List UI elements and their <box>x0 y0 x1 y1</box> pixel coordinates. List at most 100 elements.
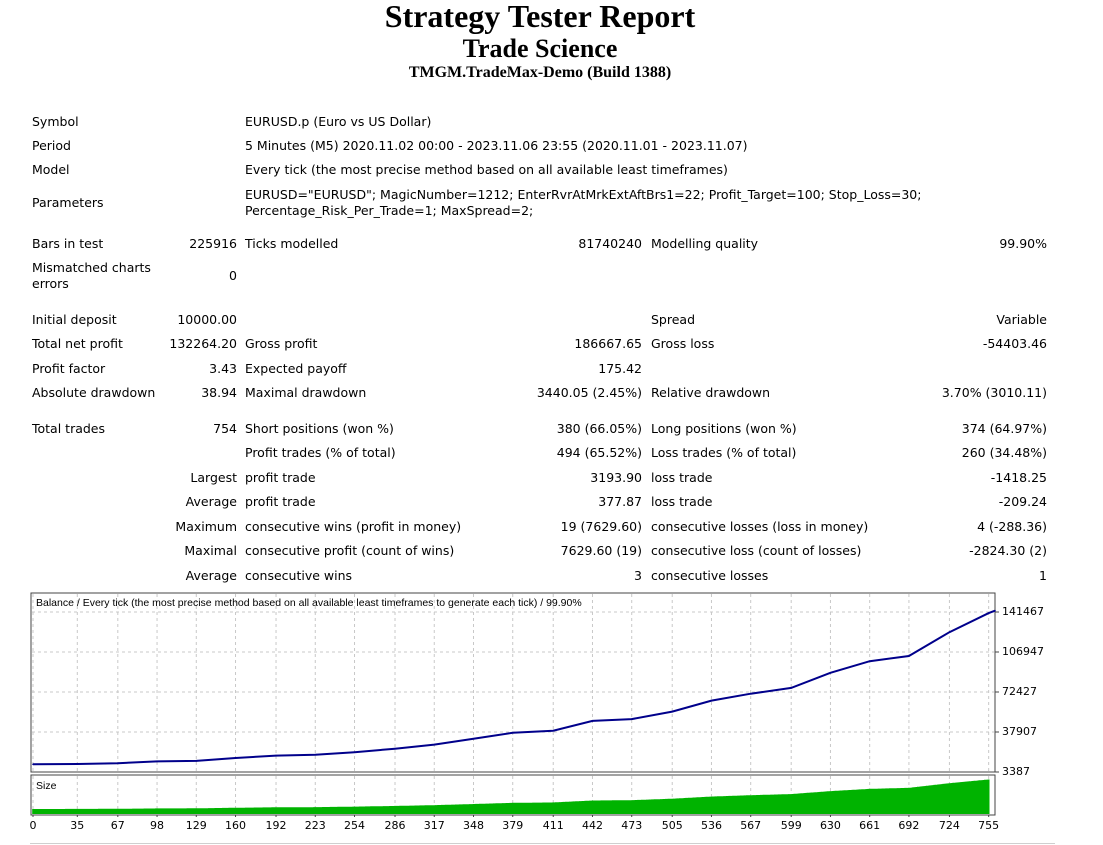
maximal-drawdown-label: Maximal drawdown <box>245 385 367 400</box>
total-trades-label: Total trades <box>32 421 106 436</box>
balance-point <box>908 655 910 657</box>
relative-drawdown-label: Relative drawdown <box>651 385 771 400</box>
balance-point <box>671 710 673 713</box>
net-profit-value: 132264.20 <box>169 336 237 351</box>
maximal-label: Maximal <box>184 543 237 558</box>
balance-point <box>710 699 713 702</box>
x-tick-label: 692 <box>898 819 920 832</box>
x-tick-label: 35 <box>70 819 85 832</box>
gross-loss-label: Gross loss <box>651 336 715 351</box>
x-tick-label: 98 <box>150 819 165 832</box>
maximal-consecutive-loss-value: -2824.30 (2) <box>969 543 1047 558</box>
max-consecutive-wins-value: 19 (7629.60) <box>560 519 642 534</box>
balance-point <box>275 754 277 757</box>
balance-point <box>32 763 34 766</box>
period-label: Period <box>32 138 71 153</box>
x-tick-label: 505 <box>661 819 683 832</box>
balance-point <box>472 738 475 740</box>
largest-profit-label: profit trade <box>245 470 316 485</box>
balance-point <box>630 718 633 720</box>
average-label: Average <box>185 494 237 509</box>
short-positions-label: Short positions (won %) <box>245 421 394 436</box>
balance-point <box>195 760 198 762</box>
x-tick-label: 567 <box>740 819 762 832</box>
bars-label: Bars in test <box>32 236 104 251</box>
spread-value: Variable <box>996 312 1047 327</box>
balance-point <box>591 720 594 722</box>
maximal-consecutive-profit-label: consecutive profit (count of wins) <box>245 543 455 558</box>
model-value: Every tick (the most precise method base… <box>245 162 728 177</box>
total-trades-value: 754 <box>213 421 237 436</box>
x-tick-label: 286 <box>384 819 406 832</box>
x-tick-label: 379 <box>502 819 524 832</box>
balance-point <box>511 732 514 734</box>
balance-point <box>76 763 79 765</box>
balance-point <box>394 747 396 750</box>
x-tick-label: 755 <box>978 819 1000 832</box>
largest-loss-value: -1418.25 <box>990 470 1047 485</box>
x-tick-label: 67 <box>110 819 125 832</box>
maximal-drawdown-value: 3440.05 (2.45%) <box>536 385 642 400</box>
maximal-consecutive-loss-label: consecutive loss (count of losses) <box>651 543 862 558</box>
y-tick-label: 3387 <box>1002 765 1030 778</box>
profit-factor-label: Profit factor <box>32 361 106 376</box>
balance-point <box>790 687 792 689</box>
bars-value: 225916 <box>189 236 237 251</box>
mismatch-value: 0 <box>229 268 237 283</box>
balance-plot-frame <box>30 592 996 773</box>
long-positions-value: 374 (64.97%) <box>961 421 1047 436</box>
quality-label: Modelling quality <box>651 236 759 251</box>
x-tick-label: 192 <box>265 819 287 832</box>
x-tick-label: 630 <box>819 819 841 832</box>
balance-point <box>234 757 237 759</box>
maximum-label: Maximum <box>175 519 237 534</box>
expected-payoff-label: Expected payoff <box>245 361 347 376</box>
gross-profit-label: Gross profit <box>245 336 318 351</box>
quality-value: 99.90% <box>999 236 1047 251</box>
average-loss-value: -209.24 <box>998 494 1047 509</box>
x-tick-label: 0 <box>29 819 37 832</box>
short-positions-value: 380 (66.05%) <box>556 421 642 436</box>
absolute-drawdown-value: 38.94 <box>201 385 237 400</box>
gross-loss-value: -54403.46 <box>982 336 1047 351</box>
average-consecutive-wins-value: 3 <box>634 568 642 583</box>
balance-point <box>994 609 996 612</box>
symbol-value: EURUSD.p (Euro vs US Dollar) <box>245 114 432 129</box>
report-title: Strategy Tester Report <box>384 0 696 34</box>
balance-point <box>314 754 317 756</box>
average-consecutive-losses-value: 1 <box>1039 568 1047 583</box>
balance-point <box>117 762 119 764</box>
gross-profit-value: 186667.65 <box>574 336 642 351</box>
x-tick-label: 536 <box>700 819 722 832</box>
y-tick-label: 106947 <box>1002 645 1044 658</box>
largest-loss-label: loss trade <box>651 470 713 485</box>
x-tick-label: 317 <box>423 819 445 832</box>
x-tick-label: 473 <box>621 819 643 832</box>
parameters-label: Parameters <box>32 195 104 210</box>
profit-trades-value: 494 (65.52%) <box>556 445 642 460</box>
x-tick-label: 129 <box>185 819 207 832</box>
x-tick-label: 661 <box>859 819 881 832</box>
size-bars <box>32 779 990 814</box>
y-tick-label: 72427 <box>1002 685 1037 698</box>
x-tick-label: 223 <box>304 819 326 832</box>
balance-point <box>433 743 436 746</box>
average-profit-value: 377.87 <box>598 494 642 509</box>
profit-factor-value: 3.43 <box>209 361 237 376</box>
chart-caption: Balance / Every tick (the most precise m… <box>36 597 582 609</box>
balance-point <box>987 612 990 614</box>
largest-profit-value: 3193.90 <box>590 470 642 485</box>
average-consecutive-wins-label: consecutive wins <box>245 568 353 583</box>
balance-point <box>749 692 752 695</box>
loss-trades-label: Loss trades (% of total) <box>651 445 797 460</box>
symbol-label: Symbol <box>32 114 79 129</box>
max-consecutive-wins-label: consecutive wins (profit in money) <box>245 519 462 534</box>
loss-trades-value: 260 (34.48%) <box>961 445 1047 460</box>
profit-trades-label: Profit trades (% of total) <box>245 445 396 460</box>
period-value: 5 Minutes (M5) 2020.11.02 00:00 - 2023.1… <box>245 138 748 153</box>
deposit-value: 10000.00 <box>177 312 237 327</box>
absolute-drawdown-label: Absolute drawdown <box>32 385 156 400</box>
expected-payoff-value: 175.42 <box>598 361 642 376</box>
model-label: Model <box>32 162 70 177</box>
max-consecutive-losses-label: consecutive losses (loss in money) <box>651 519 869 534</box>
